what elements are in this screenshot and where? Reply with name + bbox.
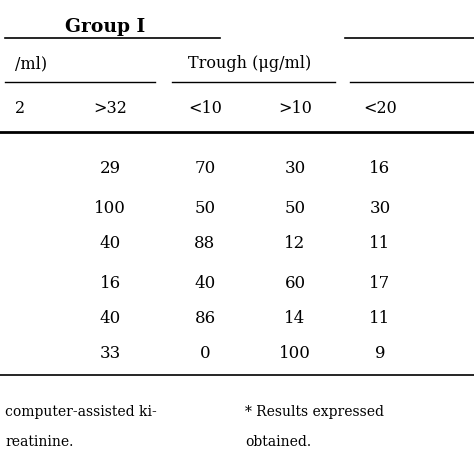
Text: >32: >32 (93, 100, 127, 117)
Text: 9: 9 (375, 345, 385, 362)
Text: 33: 33 (100, 345, 120, 362)
Text: /ml): /ml) (15, 55, 47, 72)
Text: 30: 30 (369, 200, 391, 217)
Text: 86: 86 (194, 310, 216, 327)
Text: * Results expressed: * Results expressed (245, 405, 384, 419)
Text: 17: 17 (369, 275, 391, 292)
Text: computer-assisted ki-: computer-assisted ki- (5, 405, 157, 419)
Text: <20: <20 (363, 100, 397, 117)
Text: 70: 70 (194, 160, 216, 177)
Text: Group I: Group I (65, 18, 145, 36)
Text: 88: 88 (194, 235, 216, 252)
Text: <10: <10 (188, 100, 222, 117)
Text: 0: 0 (200, 345, 210, 362)
Text: 11: 11 (369, 235, 391, 252)
Text: obtained.: obtained. (245, 435, 311, 449)
Text: 50: 50 (194, 200, 216, 217)
Text: 30: 30 (284, 160, 306, 177)
Text: 29: 29 (100, 160, 120, 177)
Text: 100: 100 (94, 200, 126, 217)
Text: 50: 50 (284, 200, 306, 217)
Text: 16: 16 (369, 160, 391, 177)
Text: 2: 2 (15, 100, 25, 117)
Text: 16: 16 (100, 275, 120, 292)
Text: 60: 60 (284, 275, 306, 292)
Text: 40: 40 (100, 235, 120, 252)
Text: 12: 12 (284, 235, 306, 252)
Text: Trough (μg/ml): Trough (μg/ml) (188, 55, 311, 72)
Text: 14: 14 (284, 310, 306, 327)
Text: 11: 11 (369, 310, 391, 327)
Text: 100: 100 (279, 345, 311, 362)
Text: 40: 40 (194, 275, 216, 292)
Text: 40: 40 (100, 310, 120, 327)
Text: reatinine.: reatinine. (5, 435, 73, 449)
Text: >10: >10 (278, 100, 312, 117)
